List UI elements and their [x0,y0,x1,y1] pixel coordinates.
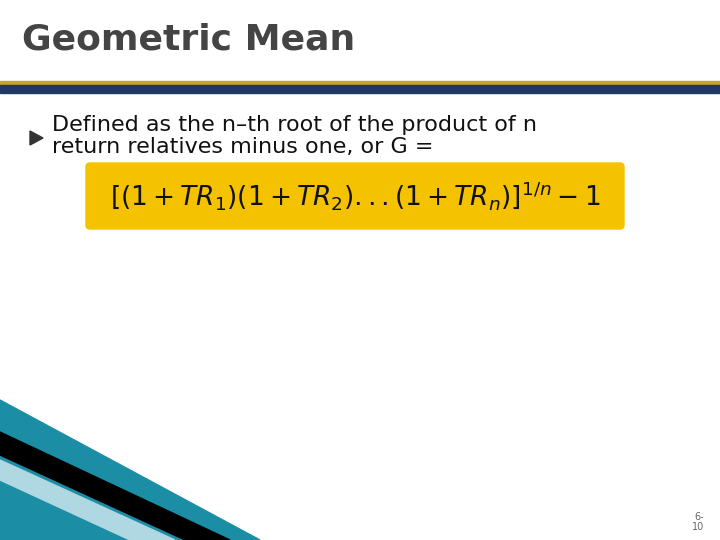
Text: return relatives minus one, or G =: return relatives minus one, or G = [52,137,433,157]
Text: Defined as the n–th root of the product of n: Defined as the n–th root of the product … [52,115,537,135]
Polygon shape [0,460,175,540]
Text: 10: 10 [692,522,704,532]
Text: $\mathbf{\mathit{[(1+TR_1)(1+TR_2)...(1+TR_n)]^{1/n} - 1}}$: $\mathbf{\mathit{[(1+TR_1)(1+TR_2)...(1+… [109,180,600,212]
FancyBboxPatch shape [86,163,624,229]
Text: Geometric Mean: Geometric Mean [22,23,355,57]
Polygon shape [30,131,43,145]
Polygon shape [0,432,230,540]
Bar [0,81,720,85]
Text: 6-: 6- [694,512,704,522]
Polygon shape [0,400,260,540]
Bar [0,85,720,93]
